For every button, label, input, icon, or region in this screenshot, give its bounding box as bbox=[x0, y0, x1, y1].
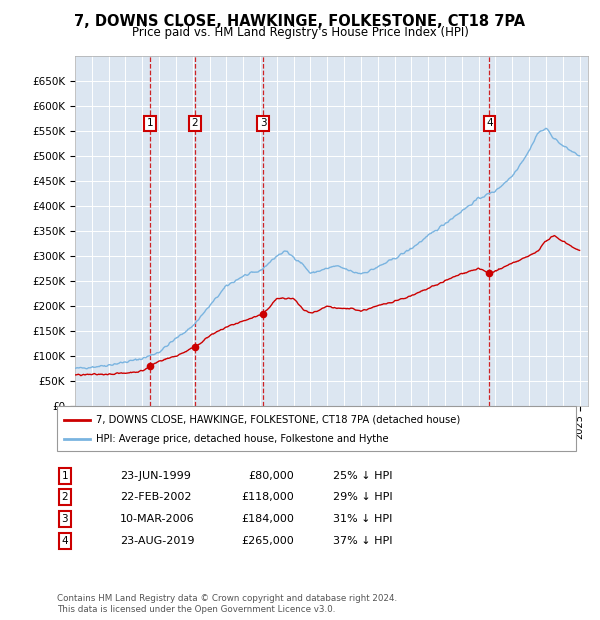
Text: 29% ↓ HPI: 29% ↓ HPI bbox=[333, 492, 392, 502]
Text: HPI: Average price, detached house, Folkestone and Hythe: HPI: Average price, detached house, Folk… bbox=[96, 433, 389, 444]
Text: 7, DOWNS CLOSE, HAWKINGE, FOLKESTONE, CT18 7PA: 7, DOWNS CLOSE, HAWKINGE, FOLKESTONE, CT… bbox=[74, 14, 526, 29]
Text: 4: 4 bbox=[486, 118, 493, 128]
Text: 37% ↓ HPI: 37% ↓ HPI bbox=[333, 536, 392, 546]
Text: 7, DOWNS CLOSE, HAWKINGE, FOLKESTONE, CT18 7PA (detached house): 7, DOWNS CLOSE, HAWKINGE, FOLKESTONE, CT… bbox=[96, 415, 460, 425]
Text: 2: 2 bbox=[61, 492, 68, 502]
Text: 1: 1 bbox=[147, 118, 154, 128]
Text: 25% ↓ HPI: 25% ↓ HPI bbox=[333, 471, 392, 481]
Text: £184,000: £184,000 bbox=[241, 514, 294, 524]
Text: 1: 1 bbox=[61, 471, 68, 481]
Text: 4: 4 bbox=[61, 536, 68, 546]
Text: 10-MAR-2006: 10-MAR-2006 bbox=[120, 514, 194, 524]
Text: 2: 2 bbox=[191, 118, 198, 128]
Text: £265,000: £265,000 bbox=[241, 536, 294, 546]
Text: 31% ↓ HPI: 31% ↓ HPI bbox=[333, 514, 392, 524]
Text: 3: 3 bbox=[61, 514, 68, 524]
Text: 23-JUN-1999: 23-JUN-1999 bbox=[120, 471, 191, 481]
Text: Price paid vs. HM Land Registry's House Price Index (HPI): Price paid vs. HM Land Registry's House … bbox=[131, 26, 469, 39]
Text: 22-FEB-2002: 22-FEB-2002 bbox=[120, 492, 191, 502]
Text: £80,000: £80,000 bbox=[248, 471, 294, 481]
Text: Contains HM Land Registry data © Crown copyright and database right 2024.
This d: Contains HM Land Registry data © Crown c… bbox=[57, 595, 397, 614]
Text: £118,000: £118,000 bbox=[241, 492, 294, 502]
Text: 23-AUG-2019: 23-AUG-2019 bbox=[120, 536, 194, 546]
Text: 3: 3 bbox=[260, 118, 266, 128]
